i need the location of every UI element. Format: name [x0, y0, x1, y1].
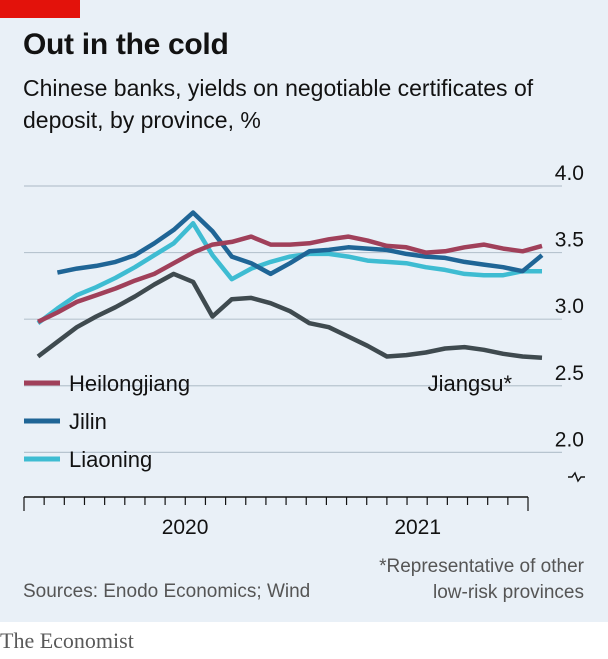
chart-title: Out in the cold	[23, 28, 229, 61]
series-line-jilin	[56, 210, 544, 277]
footnote: *Representative of other low-risk provin…	[284, 554, 584, 606]
legend-label-heilongjiang: Heilongjiang	[69, 371, 190, 396]
annotation-jiangsu: Jiangsu*	[428, 371, 513, 396]
y-tick-label: 4.0	[555, 162, 584, 185]
axis-break-symbol	[568, 471, 585, 483]
footnote-line-2: low-risk provinces	[433, 582, 584, 603]
chart-subtitle: Chinese banks, yields on negotiable cert…	[23, 75, 534, 133]
series-line-heilongjiang	[37, 234, 543, 324]
source-note: Sources: Enodo Economics; Wind	[23, 581, 311, 602]
brand-logo-text: The Economist	[0, 628, 134, 653]
legend-label-jilin: Jilin	[69, 409, 107, 434]
line-chart: 2.0 2.5 3.0 3.5 4.0 2020 2021 Heilongjiang Jilin…	[23, 162, 585, 539]
y-tick-label: 3.5	[555, 229, 584, 252]
y-tick-label: 2.5	[555, 362, 584, 385]
series-line-jiangsu	[36, 271, 543, 361]
footnote-line-1: *Representative of other	[379, 556, 584, 577]
chart-panel	[0, 0, 608, 622]
x-tick-label: 2020	[162, 516, 209, 539]
x-tick-label: 2021	[394, 516, 441, 539]
y-tick-label: 3.0	[555, 295, 584, 318]
brand-red-tag	[0, 0, 80, 18]
series-line-liaoning	[36, 221, 542, 325]
y-tick-label: 2.0	[555, 428, 584, 451]
legend-label-liaoning: Liaoning	[69, 447, 152, 472]
